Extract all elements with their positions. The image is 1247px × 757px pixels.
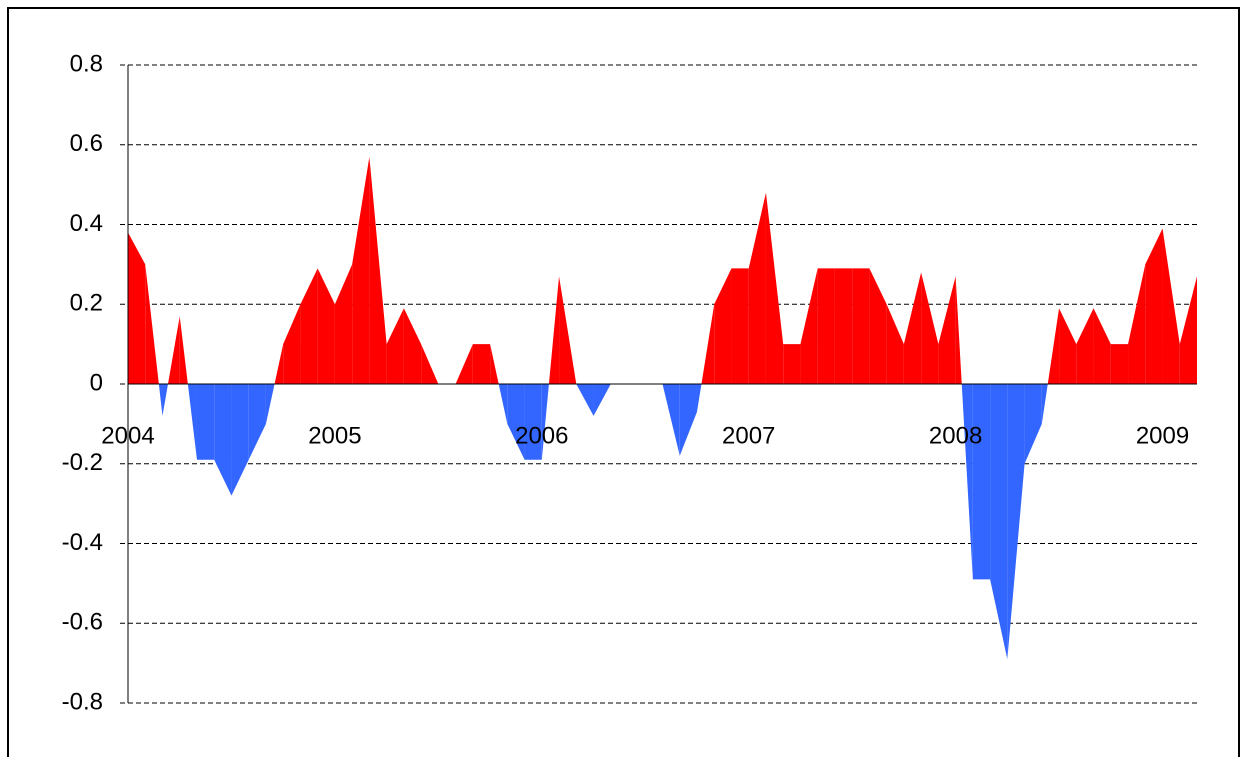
area-segment — [1128, 264, 1146, 384]
area-segment — [886, 304, 904, 384]
area-segment — [334, 264, 353, 384]
area-segment — [128, 232, 146, 384]
area-segment — [1007, 384, 1025, 660]
area-segment — [990, 384, 1008, 660]
area-segment — [524, 384, 542, 460]
area-segment — [472, 344, 491, 384]
area-segment — [1093, 308, 1111, 384]
area-segment — [679, 384, 697, 456]
area-segment — [179, 316, 188, 384]
area-segment — [145, 264, 159, 384]
area-segment — [283, 304, 301, 384]
area-segment — [455, 344, 473, 384]
y-tick-label: 0.4 — [70, 210, 103, 237]
area-segment — [498, 384, 508, 424]
area-segment — [852, 268, 870, 384]
area-segment — [921, 272, 939, 384]
y-tick-label: -0.4 — [62, 529, 103, 556]
area-segment — [1024, 384, 1042, 464]
area-segment — [403, 308, 422, 384]
area-segment — [748, 192, 766, 384]
area-segment — [1110, 344, 1129, 384]
area-segment — [972, 384, 991, 580]
area-segment — [701, 304, 715, 384]
area-segment — [548, 276, 560, 384]
area-segment — [168, 316, 180, 384]
area-segment — [231, 384, 249, 496]
area-segment — [765, 192, 784, 384]
area-segment — [834, 268, 853, 384]
area-segment — [369, 156, 387, 384]
area-segment — [317, 268, 335, 384]
area-segment — [214, 384, 232, 496]
area-segment — [783, 344, 801, 384]
area-segment — [421, 344, 439, 384]
y-tick-label: -0.6 — [62, 609, 103, 636]
x-tick-label: 2008 — [929, 422, 982, 449]
area-segment — [1179, 276, 1197, 384]
area-segment — [300, 268, 318, 384]
area-segment — [903, 272, 922, 384]
area-segment — [593, 384, 611, 416]
area-segment — [248, 384, 266, 460]
area-segment — [731, 268, 749, 384]
area-segment — [961, 384, 973, 580]
area-segment — [1047, 308, 1060, 384]
area-segment — [265, 384, 275, 424]
area-segment — [274, 344, 284, 384]
y-tick-label: -0.8 — [62, 688, 103, 715]
area-segment — [507, 384, 525, 460]
area-segment — [696, 384, 702, 412]
area-segment — [541, 384, 549, 460]
area-segment — [1059, 308, 1077, 384]
area-segment — [955, 276, 962, 384]
area-segment — [1076, 308, 1094, 384]
area-segment — [869, 268, 887, 384]
area-segment — [559, 276, 577, 384]
area-segment — [158, 384, 163, 416]
area-segment — [386, 308, 404, 384]
area-segment — [187, 384, 197, 460]
area-segment — [162, 384, 169, 416]
x-tick-label: 2006 — [515, 422, 568, 449]
x-tick-label: 2004 — [101, 422, 154, 449]
area-segment — [662, 384, 680, 456]
chart-frame — [7, 7, 1240, 757]
y-tick-label: 0.2 — [70, 290, 103, 317]
area-segment — [714, 268, 732, 384]
area-segment — [196, 384, 215, 460]
area-segment — [576, 384, 594, 416]
area-segment — [352, 156, 370, 384]
area-segment — [1162, 228, 1180, 384]
area-segment — [938, 276, 956, 384]
area-segment — [1145, 228, 1163, 384]
y-tick-label: 0 — [90, 369, 103, 396]
area-segment — [817, 268, 835, 384]
y-tick-label: 0.6 — [70, 130, 103, 157]
x-tick-label: 2005 — [308, 422, 361, 449]
y-tick-label: -0.2 — [62, 449, 103, 476]
area-segment — [1041, 384, 1048, 424]
area-segment — [490, 344, 499, 384]
area-segment — [800, 268, 818, 384]
x-tick-label: 2009 — [1136, 422, 1189, 449]
y-tick-label: 0.8 — [70, 50, 103, 77]
x-tick-label: 2007 — [722, 422, 775, 449]
